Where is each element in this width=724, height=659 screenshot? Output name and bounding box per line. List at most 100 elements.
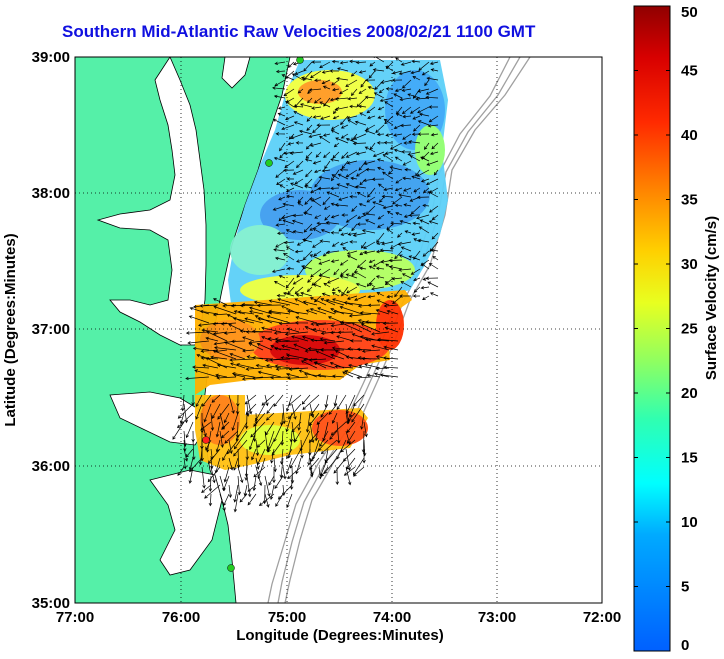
velocity-arrow [236,363,255,369]
velocity-arrow [295,259,304,263]
velocity-arrow [354,271,367,279]
velocity-arrow [207,466,221,483]
velocity-arrow [418,112,430,117]
velocity-arrow [368,282,376,288]
velocity-arrow [375,355,390,360]
velocity-arrow [310,268,322,278]
velocity-arrow [319,135,331,144]
velocity-arrow [429,205,439,213]
velocity-arrow [360,79,367,88]
velocity-arrow [377,223,385,228]
velocity-arrow [297,412,302,431]
velocity-arrow [386,294,394,299]
velocity-arrow [205,336,219,342]
velocity-arrow [303,372,327,378]
y-tick-label: 39:00 [32,49,70,66]
velocity-arrow [349,59,358,64]
velocity-arrow [383,140,394,145]
velocity-arrow [333,142,340,148]
velocity-arrow [252,475,257,492]
velocity-arrow [368,259,376,264]
velocity-arrow [331,174,340,180]
velocity-arrow [221,430,230,439]
velocity-arrow [316,123,331,127]
velocity-arrow [312,328,327,333]
velocity-arrow [420,286,430,290]
velocity-arrow [424,79,430,87]
velocity-arrow [256,342,273,351]
velocity-arrow [366,196,376,203]
velocity-arrow [372,201,385,207]
velocity-arrow [340,133,349,139]
velocity-arrow [185,448,194,458]
velocity-arrow [401,79,412,89]
velocity-arrow [337,289,349,297]
velocity-arrow [320,466,329,477]
velocity-arrow [295,293,304,297]
velocity-arrow [417,120,430,126]
velocity-arrow [319,101,331,108]
velocity-arrow [402,160,412,166]
velocity-arrow [340,439,356,453]
velocity-arrow [417,238,430,243]
velocity-arrow [305,142,313,150]
velocity-arrow [363,421,368,438]
velocity-arrow [275,241,286,248]
velocity-arrow [349,104,358,109]
velocity-arrow [318,466,322,480]
velocity-arrow [332,310,354,315]
velocity-arrow [314,214,322,219]
velocity-arrow [364,337,390,342]
velocity-arrow [200,421,212,431]
velocity-arrow [309,466,314,478]
velocity-arrow [282,202,295,207]
velocity-arrow [350,70,358,77]
velocity-arrow [289,448,302,469]
x-tick-label: 72:00 [583,609,621,626]
velocity-arrow [233,430,248,450]
velocity-arrow [336,394,347,411]
velocity-arrow [251,329,273,334]
velocity-arrow [324,160,331,170]
velocity-arrow [268,299,291,306]
velocity-arrow [309,198,322,207]
velocity-arrow [351,322,372,333]
velocity-arrow [309,70,322,79]
velocity-arrow [245,403,257,416]
velocity-arrow [353,394,365,407]
velocity-arrow [403,203,412,207]
velocity-arrow [252,421,257,442]
velocity-arrow [363,241,376,249]
velocity-arrow [275,69,286,74]
velocity-arrow [384,151,394,155]
velocity-arrow [187,340,210,345]
velocity-arrow [422,250,430,257]
velocity-arrow [321,70,331,74]
velocity-arrow [331,241,340,247]
velocity-arrow [275,223,286,227]
velocity-arrow [305,309,318,315]
velocity-arrow [345,79,358,87]
velocity-arrow [286,266,295,271]
grid-lines [75,57,602,603]
velocity-arrow [268,475,275,486]
velocity-arrow [393,93,403,99]
velocity-arrow [350,176,358,181]
velocity-arrow [392,196,403,205]
velocity-arrow [183,448,189,462]
velocity-arrow [284,160,295,169]
velocity-arrow [245,367,264,371]
velocity-arrow [399,294,411,298]
velocity-arrow [336,67,349,72]
velocity-arrow [280,430,284,446]
velocity-arrow [363,250,376,255]
velocity-arrow [385,87,394,91]
velocity-arrow [309,297,327,306]
velocity-arrow [409,106,421,114]
velocity-arrow [371,331,390,336]
velocity-arrow [211,394,221,403]
velocity-arrow [332,374,345,378]
velocity-arrow [383,118,394,126]
velocity-arrow [329,69,340,73]
velocity-arrow [416,214,430,220]
